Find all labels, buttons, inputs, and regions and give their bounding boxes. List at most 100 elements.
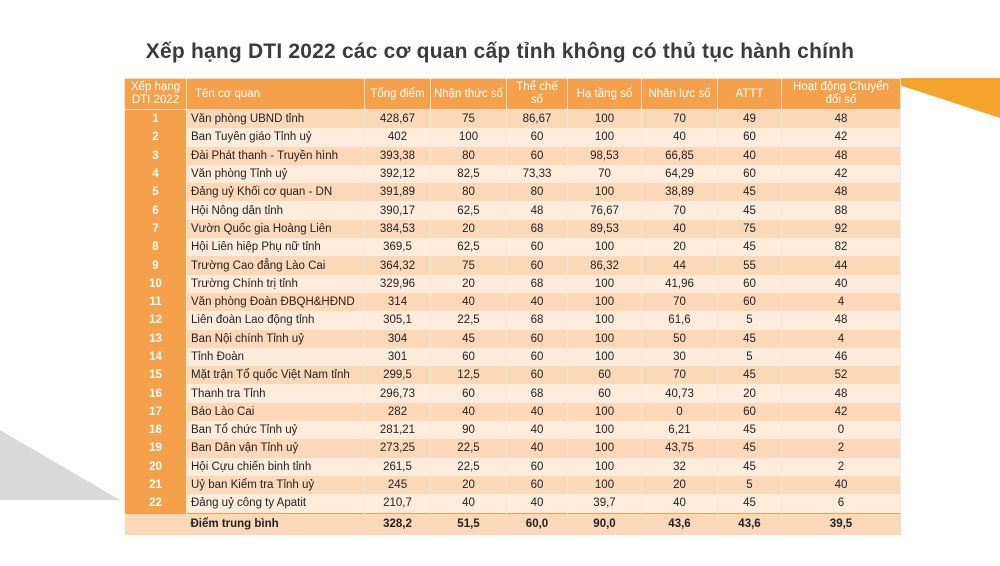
infrastructure-cell: 100 [567,439,642,458]
header-total: Tổng điểm [364,78,431,110]
table-row: 8 Hội Liên hiệp Phụ nữ tỉnh 369,5 62,5 60 100… [124,238,901,257]
institution-cell: 68 [506,311,568,330]
page-title: Xếp hạng DTI 2022 các cơ quan cấp tỉnh k… [145,40,855,63]
activity-cell: 48 [781,183,901,202]
institution-cell: 60 [506,475,568,495]
table-row: 11 Văn phòng Đoàn ĐBQH&HĐND 314 40 40 100 70 60… [124,292,901,312]
human-cell: 70 [641,201,718,220]
security-cell: 55 [717,256,782,275]
infrastructure-cell: 60 [567,366,642,385]
infrastructure-cell: 100 [567,238,642,257]
table-row: 19 Ban Dân vận Tỉnh uỷ 273,25 22,5 40 100 43,7… [124,439,901,458]
infrastructure-cell: 100 [567,347,642,367]
awareness-cell: 40 [430,292,507,312]
activity-cell: 48 [781,384,901,403]
awareness-cell: 100 [430,128,507,147]
header-security: ATTT [717,78,782,110]
human-cell: 20 [641,238,718,257]
infrastructure-cell: 60 [567,384,642,403]
activity-cell: 4 [781,329,901,348]
name-cell: Văn phòng Tỉnh uỷ [186,164,365,184]
rank-cell: 10 [124,274,187,293]
human-cell: 64,29 [641,164,718,184]
total-cell: 261,5 [364,457,431,476]
human-cell: 30 [641,347,718,367]
awareness-cell: 60 [430,384,507,403]
security-cell: 60 [717,128,782,147]
institution-cell: 40 [506,494,568,514]
activity-cell: 40 [781,274,901,293]
infrastructure-cell: 98,53 [567,146,642,165]
activity-cell: 48 [781,109,901,129]
activity-cell: 44 [781,256,901,275]
awareness-cell: 22,5 [430,457,507,476]
table-row: 18 Ban Tổ chức Tỉnh uỷ 281,21 90 40 100 6,21 45… [124,421,901,440]
name-cell: Thanh tra Tỉnh [186,384,365,403]
total-cell: 392,12 [364,164,431,184]
security-cell: 45 [717,439,782,458]
human-cell: 32 [641,457,718,476]
institution-cell: 40 [506,439,568,458]
average-row: Điểm trung bình 328,2 51,5 60,0 90,0 43,… [124,512,901,535]
security-cell: 20 [717,384,782,403]
human-cell: 40 [641,128,718,147]
total-cell: 314 [364,292,431,312]
rank-cell: 21 [124,475,187,495]
infrastructure-cell: 100 [567,292,642,312]
human-cell: 70 [641,292,718,312]
name-cell: Ban Tổ chức Tỉnh uỷ [186,421,365,440]
infrastructure-cell: 100 [567,109,642,129]
name-cell: Vườn Quốc gia Hoàng Liên [186,219,365,239]
activity-cell: 42 [781,402,901,422]
institution-cell: 86,67 [506,109,568,129]
infrastructure-cell: 100 [567,128,642,147]
average-institution: 60,0 [506,512,568,535]
activity-cell: 6 [781,494,901,514]
awareness-cell: 20 [430,219,507,239]
table-row: 17 Báo Lào Cai 282 40 40 100 0 60 42 [124,402,901,422]
rank-cell: 12 [124,311,187,330]
infrastructure-cell: 100 [567,421,642,440]
total-cell: 384,53 [364,219,431,239]
rank-cell: 15 [124,366,187,385]
name-cell: Hội Nông dân tỉnh [186,201,365,220]
name-cell: Báo Lào Cai [186,402,365,422]
human-cell: 50 [641,329,718,348]
infrastructure-cell: 76,67 [567,201,642,220]
activity-cell: 2 [781,457,901,476]
total-cell: 391,89 [364,183,431,202]
table-row: 4 Văn phòng Tỉnh uỷ 392,12 82,5 73,33 70 64,29… [124,164,901,184]
rank-cell: 22 [124,494,187,514]
security-cell: 45 [717,457,782,476]
activity-cell: 0 [781,421,901,440]
total-cell: 305,1 [364,311,431,330]
infrastructure-cell: 100 [567,457,642,476]
awareness-cell: 22,5 [430,311,507,330]
awareness-cell: 12,5 [430,366,507,385]
table-header-row: Xếp hạng DTI 2022 Tên cơ quan Tổng điểm … [124,78,901,110]
average-activity: 39,5 [781,512,901,535]
total-cell: 281,21 [364,421,431,440]
name-cell: Đảng uỷ Khối cơ quan - DN [186,183,365,202]
human-cell: 43,75 [641,439,718,458]
table-row: 22 Đảng uỷ công ty Apatit 210,7 40 40 39,7 40 4… [124,494,901,514]
table-row: 16 Thanh tra Tỉnh 296,73 60 68 60 40,73 20 48 [124,384,901,403]
total-cell: 296,73 [364,384,431,403]
institution-cell: 48 [506,201,568,220]
security-cell: 45 [717,238,782,257]
human-cell: 66,85 [641,146,718,165]
table-row: 21 Uỷ ban Kiểm tra Tỉnh uỷ 245 20 60 100 20 5 40 [124,475,901,495]
human-cell: 40,73 [641,384,718,403]
rank-cell: 1 [124,109,187,129]
table-row: 9 Trường Cao đẳng Lào Cai 364,32 75 60 86,32 4… [124,256,901,275]
infrastructure-cell: 100 [567,329,642,348]
institution-cell: 60 [506,128,568,147]
table-row: 15 Mặt trận Tổ quốc Việt Nam tỉnh 299,5 12,… [124,366,901,385]
institution-cell: 60 [506,329,568,348]
human-cell: 20 [641,475,718,495]
infrastructure-cell: 100 [567,183,642,202]
total-cell: 301 [364,347,431,367]
rank-cell: 14 [124,347,187,367]
rank-cell: 19 [124,439,187,458]
activity-cell: 4 [781,292,901,312]
